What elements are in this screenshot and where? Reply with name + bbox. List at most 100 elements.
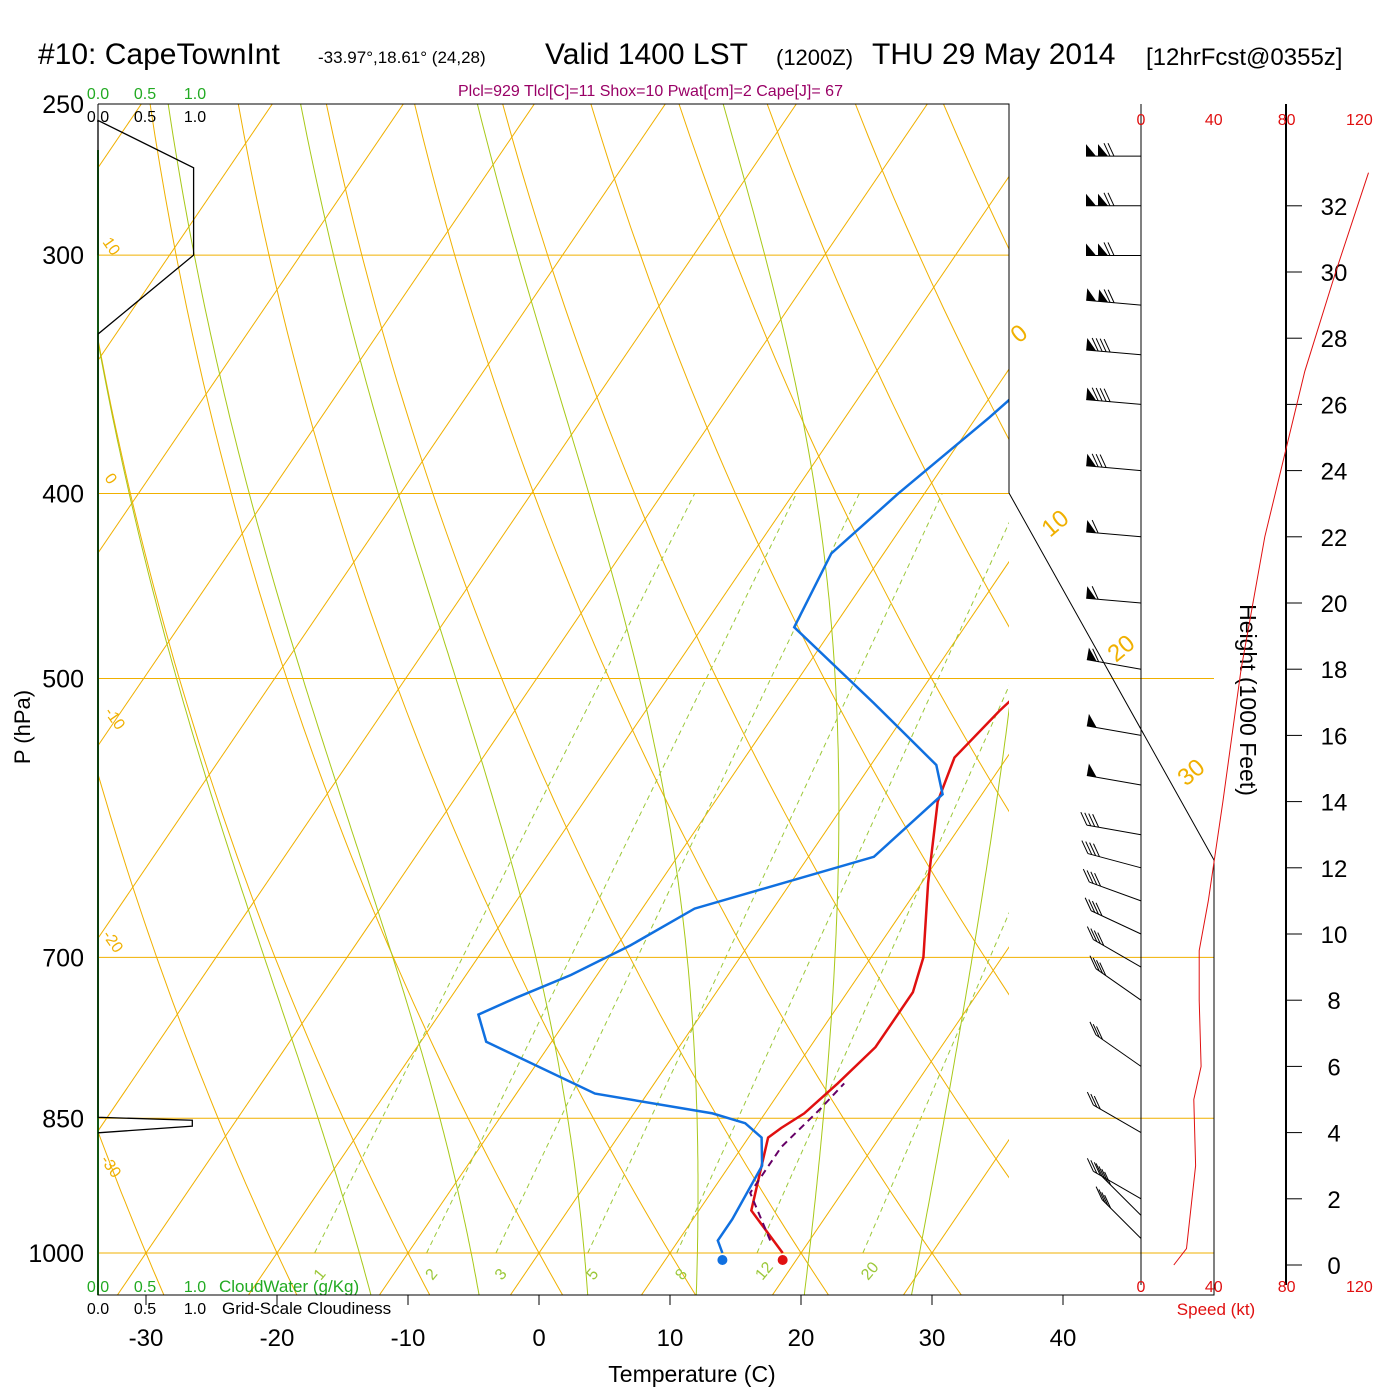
wind-barb	[1086, 713, 1142, 736]
wind-barb-staff	[1095, 1034, 1142, 1067]
wind-barb-staff	[1086, 824, 1142, 836]
wind-barb	[1086, 647, 1142, 670]
wind-barb-feather	[1107, 289, 1115, 303]
cloud-water-tick-bottom: 0.5	[134, 1279, 156, 1296]
wind-barb-pennant	[1086, 337, 1097, 351]
wind-barb-feather	[1081, 840, 1089, 854]
temperature-tick-label: 40	[1050, 1325, 1077, 1352]
speed-tick-bottom: 40	[1205, 1279, 1223, 1296]
wind-barb	[1086, 586, 1142, 604]
isotherm-label: 0	[1006, 319, 1034, 348]
dry-adiabat-line	[237, 104, 697, 1295]
pressure-tick-label: 1000	[28, 1240, 84, 1268]
dry-adiabat-line	[766, 104, 1009, 628]
temperature-tick-label: -20	[260, 1325, 295, 1352]
wind-barb-feather	[1095, 387, 1103, 402]
wind-barb-feather	[1095, 1186, 1103, 1200]
wind-barb-feather	[1089, 955, 1097, 969]
wind-barb-feather	[1086, 926, 1094, 940]
wind-panel	[1080, 142, 1142, 1239]
pressure-tick-label: 850	[42, 1105, 84, 1133]
wind-barb-staff	[1086, 531, 1142, 538]
moist-adiabat-line	[476, 104, 699, 1295]
wind-barb	[1086, 926, 1142, 968]
wind-barb	[1082, 868, 1142, 902]
cloud-water-label: CloudWater (g/Kg)	[219, 1277, 359, 1296]
wind-barb	[1086, 192, 1141, 207]
wind-barb-staff	[1093, 939, 1142, 968]
height-tick-label: 22	[1321, 525, 1348, 552]
wind-barb-feather	[1090, 1093, 1098, 1108]
speed-tick-bottom: 0	[1137, 1279, 1146, 1296]
wind-barb-feather	[1103, 242, 1111, 256]
wind-barb	[1086, 519, 1142, 538]
dry-adiabat-line	[1296, 104, 1400, 1332]
y-axis-title: P (hPa)	[10, 690, 35, 764]
mixing-ratio-line	[314, 493, 696, 1254]
wind-barb-staff	[1090, 910, 1142, 935]
wind-barb-feather	[1099, 454, 1107, 468]
wind-barb	[1095, 1186, 1142, 1239]
wind-barb-feather	[1091, 519, 1099, 534]
isotherm-line	[378, 368, 1009, 1295]
wind-barb-feather	[1099, 338, 1107, 352]
moist-adiabat-line	[167, 104, 480, 1295]
wind-barb-pennant	[1086, 387, 1097, 401]
speed-tick-top: 40	[1205, 112, 1223, 129]
cloud-water-tick-bottom: 1.0	[184, 1279, 206, 1296]
wind-barb	[1086, 763, 1142, 786]
run-time-z: (1200Z)	[776, 45, 854, 70]
wind-barb-staff	[1101, 1199, 1142, 1239]
wind-barb-pennant	[1086, 763, 1097, 778]
dry-adiabat-line	[98, 1130, 165, 1295]
height-tick-label: 28	[1321, 326, 1348, 353]
wind-barb-feather	[1086, 1091, 1094, 1106]
wind-barb-pennant	[1086, 288, 1097, 302]
wind-barb-feather	[1086, 870, 1094, 884]
cloudiness-tick-bottom: 0.5	[134, 1301, 156, 1318]
wind-barb-pennant	[1098, 289, 1109, 303]
wind-barb-feather	[1093, 930, 1101, 944]
wind-barb-staff	[1093, 1104, 1142, 1134]
sounding-profiles	[476, 398, 1009, 1265]
height-tick-label: 6	[1327, 1054, 1340, 1081]
wind-barb-pennant	[1086, 586, 1097, 600]
moist-adiabat-line	[722, 104, 840, 1295]
wind-barb	[1081, 840, 1142, 869]
mixing-ratio-label: 12	[752, 1259, 777, 1284]
wind-barb-feather	[1091, 586, 1099, 600]
wind-barb	[1089, 1021, 1142, 1067]
wind-barb-staff	[1086, 659, 1142, 670]
dry-adiabat-line	[854, 104, 1009, 441]
cloudiness-tick-bottom: 1.0	[184, 1301, 206, 1318]
height-tick-label: 24	[1321, 459, 1348, 486]
thermodynamic-background	[98, 104, 1400, 1332]
wind-barb	[1089, 955, 1142, 1001]
wind-barb-feather	[1095, 338, 1103, 352]
cloud-water-tick-top: 0.0	[87, 86, 109, 103]
wind-barb-pennant	[1098, 243, 1108, 256]
wind-barb-feather	[1094, 872, 1102, 887]
station-title: #10: CapeTownInt	[38, 38, 280, 71]
wind-barb-pennant	[1086, 647, 1097, 662]
speed-axis-title: Speed (kt)	[1177, 1300, 1255, 1319]
isotherm-label: 10	[1037, 505, 1075, 543]
wind-barb-feather	[1082, 868, 1090, 883]
dry-adiabat-line	[678, 104, 1009, 813]
cloud-water-tick-top: 1.0	[184, 86, 206, 103]
isotherm-line	[771, 946, 1009, 1295]
wind-barb-feather	[1091, 453, 1099, 468]
wind-barb-feather	[1090, 871, 1098, 886]
isotherm-line	[98, 104, 535, 747]
wind-barb-feather	[1084, 812, 1092, 827]
height-tick-label: 18	[1321, 657, 1348, 684]
wind-barb-feather	[1099, 962, 1107, 976]
mixing-ratio-label: 2	[423, 1266, 442, 1284]
wind-barb-feather	[1086, 1158, 1094, 1172]
cloudiness-label: Grid-Scale Cloudiness	[222, 1299, 391, 1318]
wind-barb-feather	[1084, 897, 1092, 911]
mixing-ratio-line	[676, 521, 1009, 1254]
